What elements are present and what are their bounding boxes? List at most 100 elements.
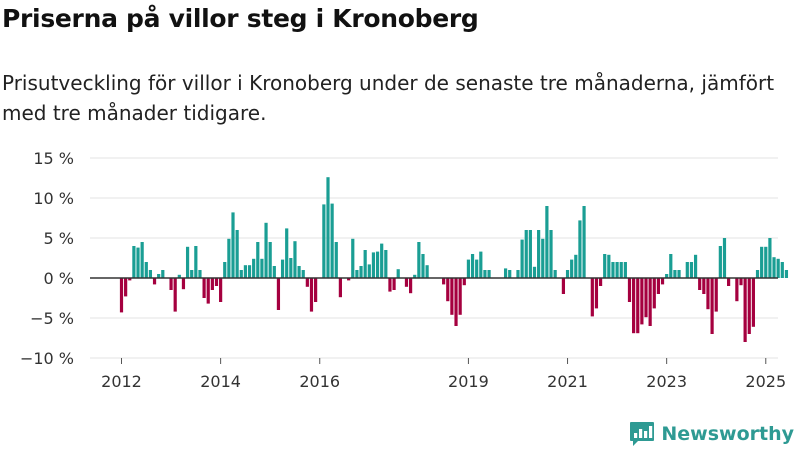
bar <box>623 262 627 278</box>
bar <box>470 254 475 278</box>
x-tick-label: 2021 <box>547 372 588 391</box>
bar <box>466 259 471 278</box>
bar <box>210 278 214 290</box>
bar <box>442 278 446 285</box>
bar <box>140 242 144 278</box>
bar <box>578 220 582 278</box>
bar <box>648 278 652 326</box>
bar <box>561 278 566 294</box>
bar <box>289 258 293 278</box>
bar <box>487 270 491 278</box>
bar <box>570 259 574 278</box>
bar <box>169 278 173 290</box>
bar <box>718 246 722 278</box>
bar <box>272 266 276 278</box>
bar <box>722 238 727 278</box>
y-tick-label: 0 % <box>44 269 74 288</box>
x-tick-label: 2023 <box>646 372 687 391</box>
bar <box>685 262 689 278</box>
bar <box>136 247 140 278</box>
x-tick-label: 2019 <box>448 372 489 391</box>
y-tick-label: 15 % <box>33 149 74 168</box>
bar <box>582 206 586 278</box>
y-tick-label: 10 % <box>33 189 74 208</box>
bar <box>243 265 247 278</box>
bar <box>421 254 425 278</box>
bar <box>784 270 789 278</box>
bar <box>161 270 165 278</box>
bar <box>293 241 297 278</box>
bar <box>177 274 181 278</box>
bar <box>375 251 380 278</box>
bar <box>677 270 681 278</box>
bar <box>574 254 578 278</box>
bar <box>462 278 466 286</box>
bar <box>689 262 694 278</box>
axes: 15 % 10 % 5 % 0 % −5 % −10 % 2012 2014 2016 2019 2… <box>20 0 800 391</box>
bar <box>206 278 210 304</box>
bars <box>119 177 789 342</box>
chart-subtitle: Prisutveckling för villor i Kronoberg un… <box>2 71 775 125</box>
bar <box>268 242 272 278</box>
bar <box>714 278 718 312</box>
bar <box>148 270 153 278</box>
bar <box>743 278 747 342</box>
bar <box>371 252 376 278</box>
bar <box>660 278 665 285</box>
bar <box>545 206 549 278</box>
bar <box>363 250 367 278</box>
bar <box>264 222 268 278</box>
x-tick-label: 2016 <box>299 372 340 391</box>
bar <box>396 269 400 278</box>
bar <box>280 259 285 278</box>
bar <box>185 246 190 278</box>
bar <box>355 270 359 278</box>
newsworthy-logo-icon <box>630 422 655 446</box>
bar <box>541 238 545 278</box>
bar <box>367 264 371 278</box>
bar <box>755 270 760 278</box>
newsworthy-logo[interactable]: Newsworthy <box>629 419 794 449</box>
bar <box>235 230 239 278</box>
bar <box>598 278 603 286</box>
bar <box>446 278 450 302</box>
bar <box>673 270 677 278</box>
y-tick-label: −5 % <box>30 309 74 328</box>
bar <box>247 265 252 278</box>
bar <box>392 278 396 290</box>
bar <box>119 278 124 313</box>
y-tick-label: −10 % <box>20 349 74 368</box>
bar <box>338 278 342 298</box>
bar <box>309 278 314 312</box>
bar <box>301 270 305 278</box>
bar <box>532 266 537 278</box>
bar <box>231 212 235 278</box>
bar <box>549 230 553 278</box>
x-tick-label: 2025 <box>745 372 786 391</box>
bar <box>780 262 784 278</box>
bar <box>611 262 615 278</box>
bar <box>706 278 710 310</box>
bar <box>768 238 772 278</box>
bar <box>693 254 698 278</box>
bar <box>413 274 417 278</box>
x-tick-label: 2014 <box>200 372 241 391</box>
bar <box>644 278 648 318</box>
bar <box>124 278 128 297</box>
bar <box>380 243 384 278</box>
bar <box>417 242 421 278</box>
bar <box>173 278 177 312</box>
bar <box>425 265 429 278</box>
bar <box>636 278 640 334</box>
bar <box>285 228 289 278</box>
bar <box>747 278 751 334</box>
bar <box>751 278 755 327</box>
bar <box>214 278 219 286</box>
bar <box>710 278 714 334</box>
bar <box>239 270 243 278</box>
bar <box>219 278 223 302</box>
bar <box>227 238 231 278</box>
bar <box>475 259 479 278</box>
bar <box>409 278 413 294</box>
bar <box>516 270 520 278</box>
